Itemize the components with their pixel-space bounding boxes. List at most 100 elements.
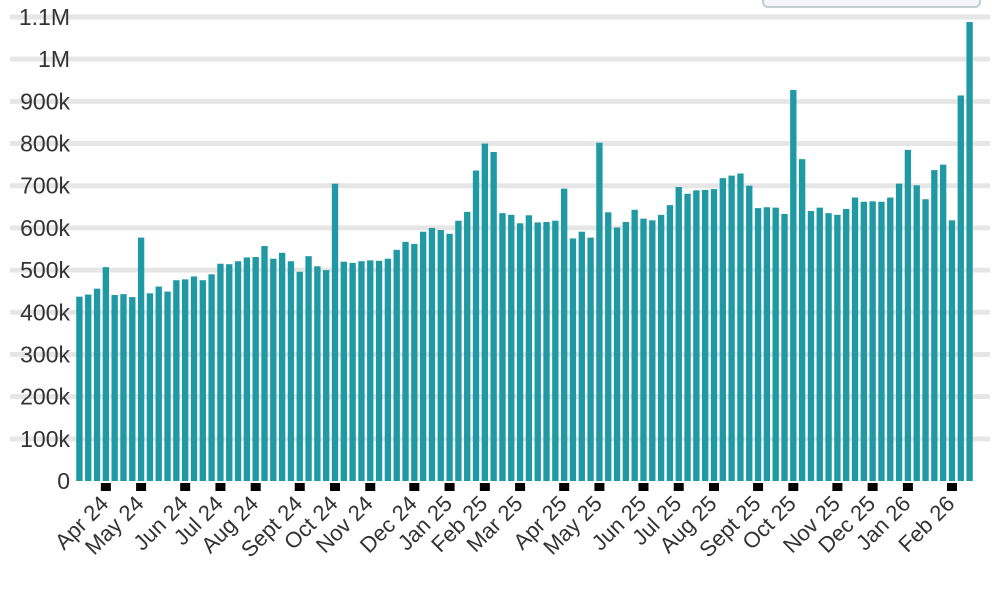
bars	[76, 22, 973, 482]
bar	[649, 220, 656, 482]
bar	[331, 183, 339, 482]
x-tick-marker	[409, 483, 420, 491]
bar	[375, 260, 383, 481]
bar	[261, 246, 268, 481]
x-tick-marker	[638, 483, 649, 491]
bar	[543, 222, 550, 481]
y-tick-label: 200k	[20, 384, 70, 410]
x-tick-marker	[444, 483, 455, 491]
bar	[702, 189, 709, 482]
bar	[155, 286, 162, 481]
bar	[675, 186, 682, 481]
bar	[455, 220, 462, 482]
x-tick-marker	[902, 483, 913, 491]
bar	[790, 89, 797, 481]
bar	[931, 170, 938, 481]
bar	[208, 274, 215, 481]
bar	[684, 193, 691, 481]
bar	[631, 209, 638, 481]
x-tick-marker	[180, 483, 191, 491]
y-tick-label: 800k	[20, 131, 70, 157]
y-tick-label: 500k	[20, 257, 70, 283]
bar	[525, 215, 533, 481]
x-tick-marker	[832, 483, 843, 491]
y-tick-label: 1.1M	[19, 4, 70, 30]
y-tick-label: 300k	[20, 341, 70, 367]
bar	[534, 222, 541, 481]
x-tick-marker	[215, 483, 226, 491]
x-tick-marker	[136, 483, 147, 491]
bar	[111, 294, 118, 481]
y-tick-label: 1M	[38, 46, 70, 72]
bar	[120, 294, 127, 481]
x-tick-marker	[479, 483, 490, 491]
x-tick-marker	[673, 483, 684, 491]
bar	[754, 208, 762, 482]
x-tick-marker	[100, 483, 111, 491]
x-axis-markers	[100, 483, 957, 491]
bar	[816, 207, 823, 482]
bar	[270, 258, 277, 481]
bar	[358, 261, 365, 481]
bar	[173, 280, 180, 481]
x-tick-marker	[788, 483, 799, 491]
bar	[913, 185, 920, 481]
bar	[887, 197, 894, 481]
bar	[693, 190, 700, 481]
bar	[129, 297, 136, 481]
bar	[578, 231, 585, 481]
bar	[428, 227, 436, 481]
bar	[869, 201, 876, 482]
bar	[340, 261, 347, 481]
bar	[384, 258, 392, 481]
bar	[393, 249, 400, 481]
y-tick-label: 100k	[20, 426, 70, 452]
bar	[939, 164, 947, 482]
bar	[966, 22, 973, 481]
bar	[904, 149, 912, 481]
bar	[613, 227, 621, 481]
bar	[851, 197, 859, 481]
bar	[737, 173, 744, 481]
bar	[102, 267, 110, 481]
x-tick-marker	[753, 483, 764, 491]
bar	[464, 211, 471, 481]
y-axis: 0 100k 200k 300k 400k 500k 600k 700k 800k 900k 1M 1…	[19, 4, 71, 494]
bar	[878, 201, 885, 482]
y-tick-label: 600k	[20, 215, 70, 241]
bar	[437, 230, 444, 481]
bar	[569, 238, 577, 481]
bar	[85, 294, 92, 481]
bar	[243, 257, 251, 481]
bar	[287, 261, 295, 481]
bar	[834, 214, 841, 481]
bar	[402, 241, 409, 481]
bar	[411, 243, 418, 481]
bar	[367, 260, 374, 481]
bar	[657, 214, 665, 481]
bar	[481, 143, 489, 481]
bar	[314, 266, 321, 481]
bar	[781, 213, 788, 482]
bar	[137, 237, 145, 481]
bar	[746, 185, 753, 481]
legend-box	[762, 0, 981, 8]
x-tick-marker	[946, 483, 957, 491]
bar	[719, 178, 726, 481]
bar	[516, 223, 524, 481]
bar	[895, 183, 903, 482]
bar	[234, 261, 242, 481]
bar	[190, 276, 198, 481]
bar	[349, 262, 356, 481]
bar	[164, 291, 171, 481]
y-tick-label: 700k	[20, 173, 70, 199]
bar	[146, 293, 154, 481]
bar	[798, 159, 806, 482]
bar	[490, 151, 497, 481]
bar	[860, 201, 868, 482]
bar	[728, 175, 735, 481]
bar	[323, 270, 330, 481]
bar	[552, 220, 559, 482]
